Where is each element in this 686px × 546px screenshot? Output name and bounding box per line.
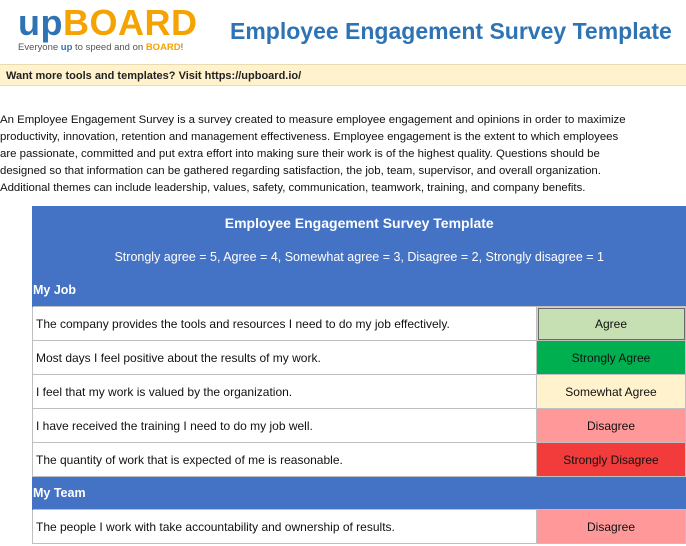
logo-tagline-part: up [60,42,73,53]
intro-paragraph: An Employee Engagement Survey is a surve… [0,112,686,197]
intro-line: An Employee Engagement Survey is a surve… [0,114,626,126]
answer-select[interactable]: Strongly Disagree [536,442,686,477]
answer-select[interactable]: Agree [536,306,686,341]
question-row: The people I work with take accountabili… [32,509,686,544]
answer-select[interactable]: Somewhat Agree [536,374,686,409]
question-text: I have received the training I need to d… [32,408,537,443]
section-header-my-job: My Job [32,274,686,307]
logo-tagline: Everyone up to speed and on BOARD! [18,42,203,53]
question-row: I have received the training I need to d… [32,408,686,443]
question-text: The people I work with take accountabili… [32,509,537,544]
question-row: I feel that my work is valued by the org… [32,374,686,409]
question-text: Most days I feel positive about the resu… [32,340,537,375]
logo-tagline-part: to speed and on [72,42,146,53]
answer-select[interactable]: Disagree [536,408,686,443]
section-title: My Job [32,274,686,307]
question-row: The company provides the tools and resou… [32,306,686,341]
intro-line: designed so that information can be gath… [0,165,601,177]
logo-tagline-part: ! [180,42,184,53]
question-row: The quantity of work that is expected of… [32,442,686,477]
rating-scale-row: Strongly agree = 5, Agree = 4, Somewhat … [32,239,686,274]
logo-tagline-part: Everyone [18,42,61,53]
question-text: I feel that my work is valued by the org… [32,374,537,409]
question-text: The company provides the tools and resou… [32,306,537,341]
intro-line: Additional themes can include leadership… [0,182,586,194]
upboard-link[interactable]: Visit https://upboard.io/ [178,70,302,82]
intro-line: are passionate, committed and put extra … [0,148,600,160]
question-row: Most days I feel positive about the resu… [32,340,686,375]
survey-table-title: Employee Engagement Survey Template [32,206,686,239]
logo-tagline-part: BOARD [145,42,181,53]
upboard-logo: upBOARD Everyone up to speed and on BOAR… [18,4,203,54]
answer-select[interactable]: Strongly Agree [536,340,686,375]
intro-line: productivity, innovation, retention and … [0,131,619,143]
survey-table: Employee Engagement Survey Template Stro… [32,206,686,544]
rating-scale: Strongly agree = 5, Agree = 4, Somewhat … [32,239,686,274]
logo-board: BOARD [62,2,198,43]
answer-select[interactable]: Disagree [536,509,686,544]
page-title: Employee Engagement Survey Template [230,18,672,44]
banner-text: Want more tools and templates? [6,70,179,82]
section-header-my-team: My Team [32,476,686,510]
question-text: The quantity of work that is expected of… [32,442,537,477]
logo-up: up [18,2,63,43]
section-title: My Team [32,476,686,510]
logo-wordmark: upBOARD [18,4,203,42]
survey-table-title-row: Employee Engagement Survey Template [32,206,686,239]
promo-banner: Want more tools and templates? Visit htt… [0,64,686,86]
